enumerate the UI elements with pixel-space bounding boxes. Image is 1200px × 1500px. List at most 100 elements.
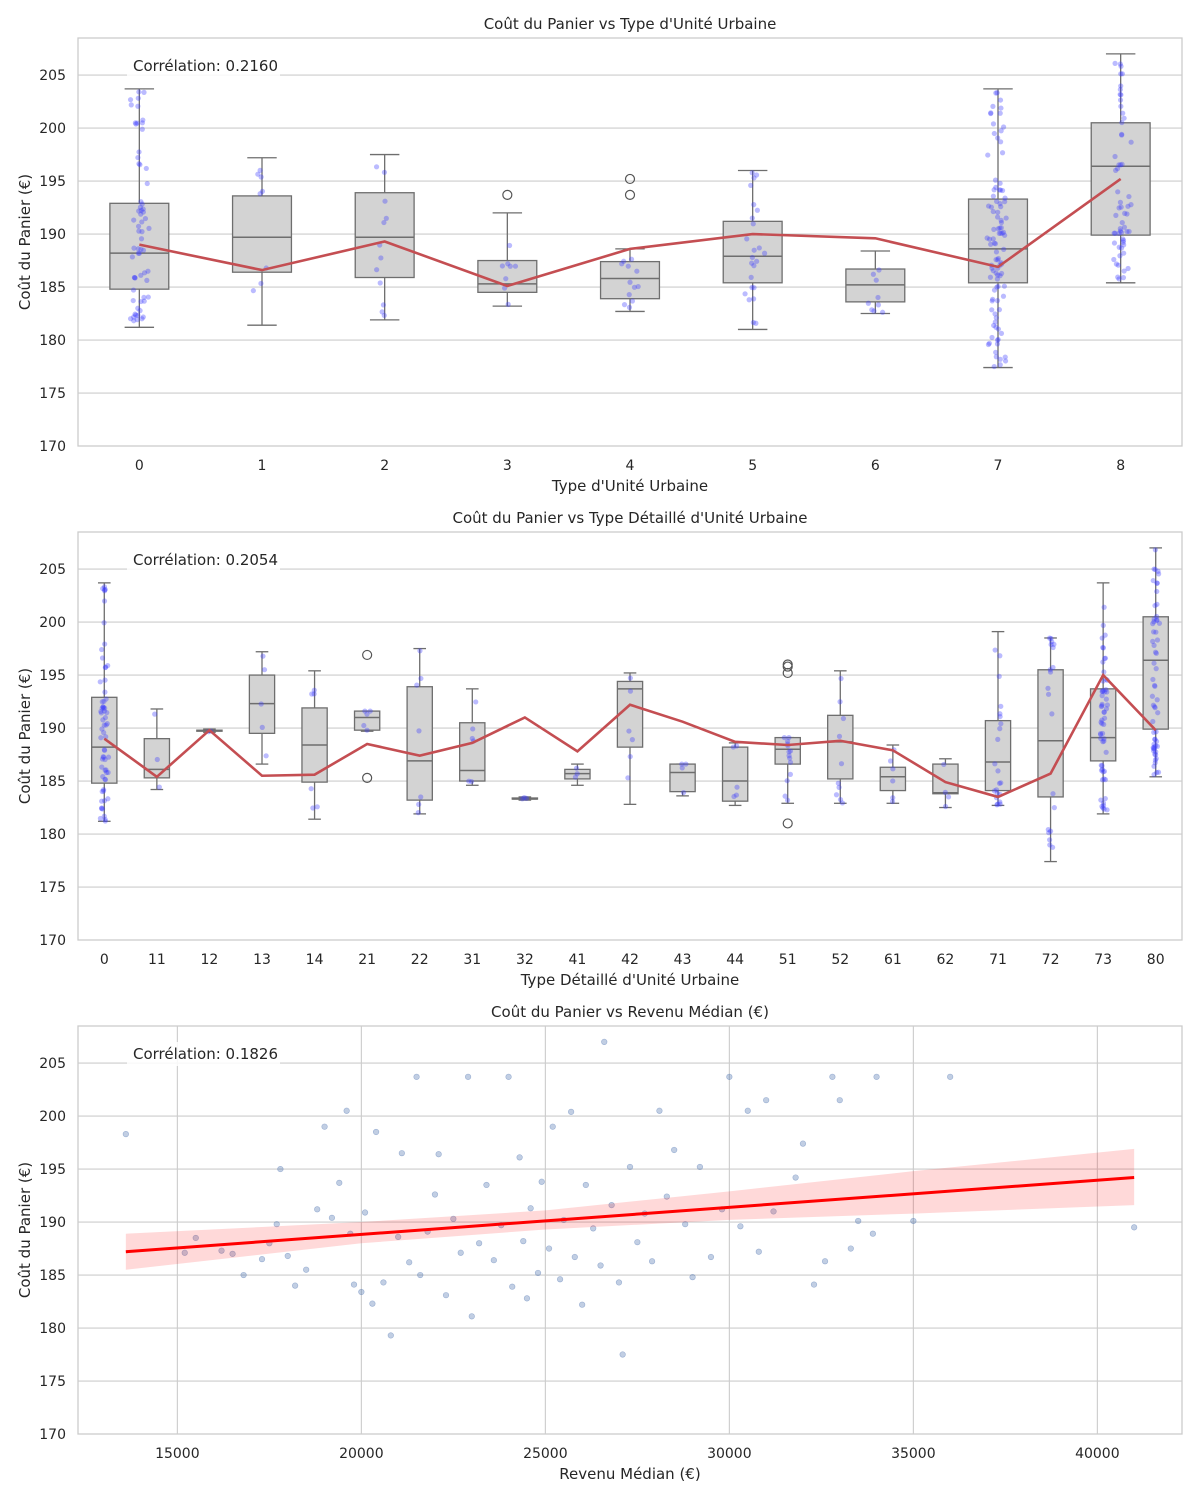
chart-2-strip-point [1151, 566, 1157, 572]
chart-3-ylabel: Coût du Panier (€) [16, 1162, 34, 1298]
chart-2-strip-14 [308, 687, 320, 811]
chart-1-strip-point [1116, 205, 1122, 211]
chart-2-strip-point [104, 721, 110, 727]
chart-1-strip-point [1126, 193, 1132, 200]
chart-2-strip-point [1152, 757, 1159, 763]
chart-2-strip-point [679, 761, 685, 767]
chart-1-strip-point [138, 207, 144, 213]
chart-2-strip-point [992, 761, 998, 767]
chart-2-strip-point [1100, 687, 1106, 694]
chart-1-strip-point [1002, 199, 1008, 205]
chart-2-strip-point [787, 748, 794, 754]
chart-1-strip-point [999, 270, 1005, 277]
chart-2-strip-point [1100, 769, 1106, 775]
chart-2-strip-point [1150, 745, 1156, 751]
chart-2-strip-point [1153, 629, 1159, 635]
chart-1-strip-point [994, 298, 1001, 304]
chart-1-strip-point [991, 322, 997, 329]
chart-1-strip-point [997, 110, 1003, 116]
chart-3-point [328, 1214, 336, 1221]
chart-1-strip-point [870, 271, 876, 277]
chart-3-point [538, 1178, 545, 1185]
chart-2-strip-point [1099, 721, 1105, 727]
chart-1-ytick-label: 190 [39, 227, 66, 243]
chart-1-strip-point [634, 268, 640, 274]
chart-1-strip-point [128, 102, 134, 108]
chart-2-strip-point [889, 798, 896, 805]
chart-1-title: Coût du Panier vs Type d'Unité Urbaine [484, 15, 777, 33]
chart-1-xtick-label: 6 [871, 458, 880, 474]
chart-1-outlier [624, 173, 636, 185]
chart-2-strip-point [629, 737, 635, 743]
chart-2-strip-point [100, 704, 106, 710]
chart-1-strip-0 [127, 89, 152, 324]
chart-1-strip-point [1128, 202, 1134, 208]
chart-2-strip-point [679, 765, 685, 771]
chart-2-strip-point [1101, 715, 1108, 721]
chart-2-strip-point [469, 735, 475, 742]
chart-2-strip-point [101, 747, 107, 753]
chart-1-strip-point [145, 294, 151, 300]
chart-2-ylabel: Coût du Panier (€) [16, 668, 34, 804]
chart-2-strip-point [683, 761, 689, 767]
chart-2-outlier [782, 659, 793, 670]
chart-2-strip-point [1153, 755, 1159, 762]
chart-1-strip-point [984, 235, 990, 241]
chart-3-point [218, 1247, 225, 1254]
chart-1-strip-point [993, 184, 999, 191]
chart-2-xtick-label: 51 [779, 952, 797, 968]
chart-2-strip-point [1100, 800, 1107, 806]
chart-3-point [671, 1146, 678, 1154]
chart-1-strip-point [132, 275, 138, 281]
chart-2-strip-point [1099, 730, 1106, 737]
chart-1-strip-point [990, 208, 996, 215]
chart-2-xtick-label: 72 [1042, 952, 1060, 968]
chart-1-strip-point [127, 316, 134, 322]
chart-2-strip-point [1099, 701, 1105, 707]
chart-2-strip-point [362, 708, 368, 714]
chart-2-strip-point [833, 792, 840, 798]
chart-3-point [626, 1163, 634, 1171]
chart-2-strip-point [787, 755, 793, 761]
chart-3-ytick-label: 205 [39, 1056, 66, 1072]
chart-3-point [810, 1281, 818, 1288]
chart-1-strip-point [145, 268, 151, 274]
chart-3-point [468, 1313, 475, 1320]
chart-2-strip-point [1153, 752, 1159, 758]
chart-3-point [398, 1150, 405, 1157]
chart-1-box-body [231, 195, 293, 273]
chart-2-strip-point [105, 769, 111, 776]
chart-1-strip-point [140, 209, 146, 215]
chart-2-box-body [774, 736, 801, 765]
chart-2-strip-point [103, 769, 110, 776]
chart-1-strip-point [1125, 265, 1131, 272]
chart-1-strip-point [1117, 253, 1123, 259]
chart-1-xtick-label: 0 [135, 458, 144, 474]
chart-1-strip-point [992, 311, 998, 317]
chart-1-strip-point [631, 284, 638, 290]
chart-2-strip-point [839, 800, 846, 806]
chart-2-strip-point [99, 655, 106, 661]
chart-2-strip-point [1101, 736, 1107, 742]
chart-2-strip-point [101, 787, 107, 793]
chart-3-point [582, 1181, 589, 1189]
chart-2-xtick-label: 11 [148, 952, 166, 968]
chart-2-mean-line [103, 672, 1157, 799]
chart-1-strip-point [1117, 97, 1124, 103]
chart-2-strip-point [786, 753, 792, 759]
chart-2-strip-point [1155, 710, 1161, 716]
chart-1-outlier [624, 189, 636, 200]
chart-2-strip-point [1150, 676, 1156, 683]
chart-2-xtick-label: 13 [253, 952, 271, 968]
chart-3-point [343, 1107, 350, 1114]
chart-1-strip-point [132, 311, 138, 317]
chart-3-plot-area [77, 1025, 1183, 1435]
chart-1-xtick-label: 8 [1116, 458, 1125, 474]
chart-2-strip-point [837, 699, 843, 705]
chart-3-point [457, 1249, 464, 1256]
chart-2-strip-point [1099, 635, 1105, 641]
chart-2-strip-point [1151, 763, 1157, 769]
chart-1-strip-point [748, 274, 754, 280]
chart-1-strip-point [1117, 91, 1123, 98]
chart-3-xtick-label: 25000 [523, 1446, 568, 1462]
